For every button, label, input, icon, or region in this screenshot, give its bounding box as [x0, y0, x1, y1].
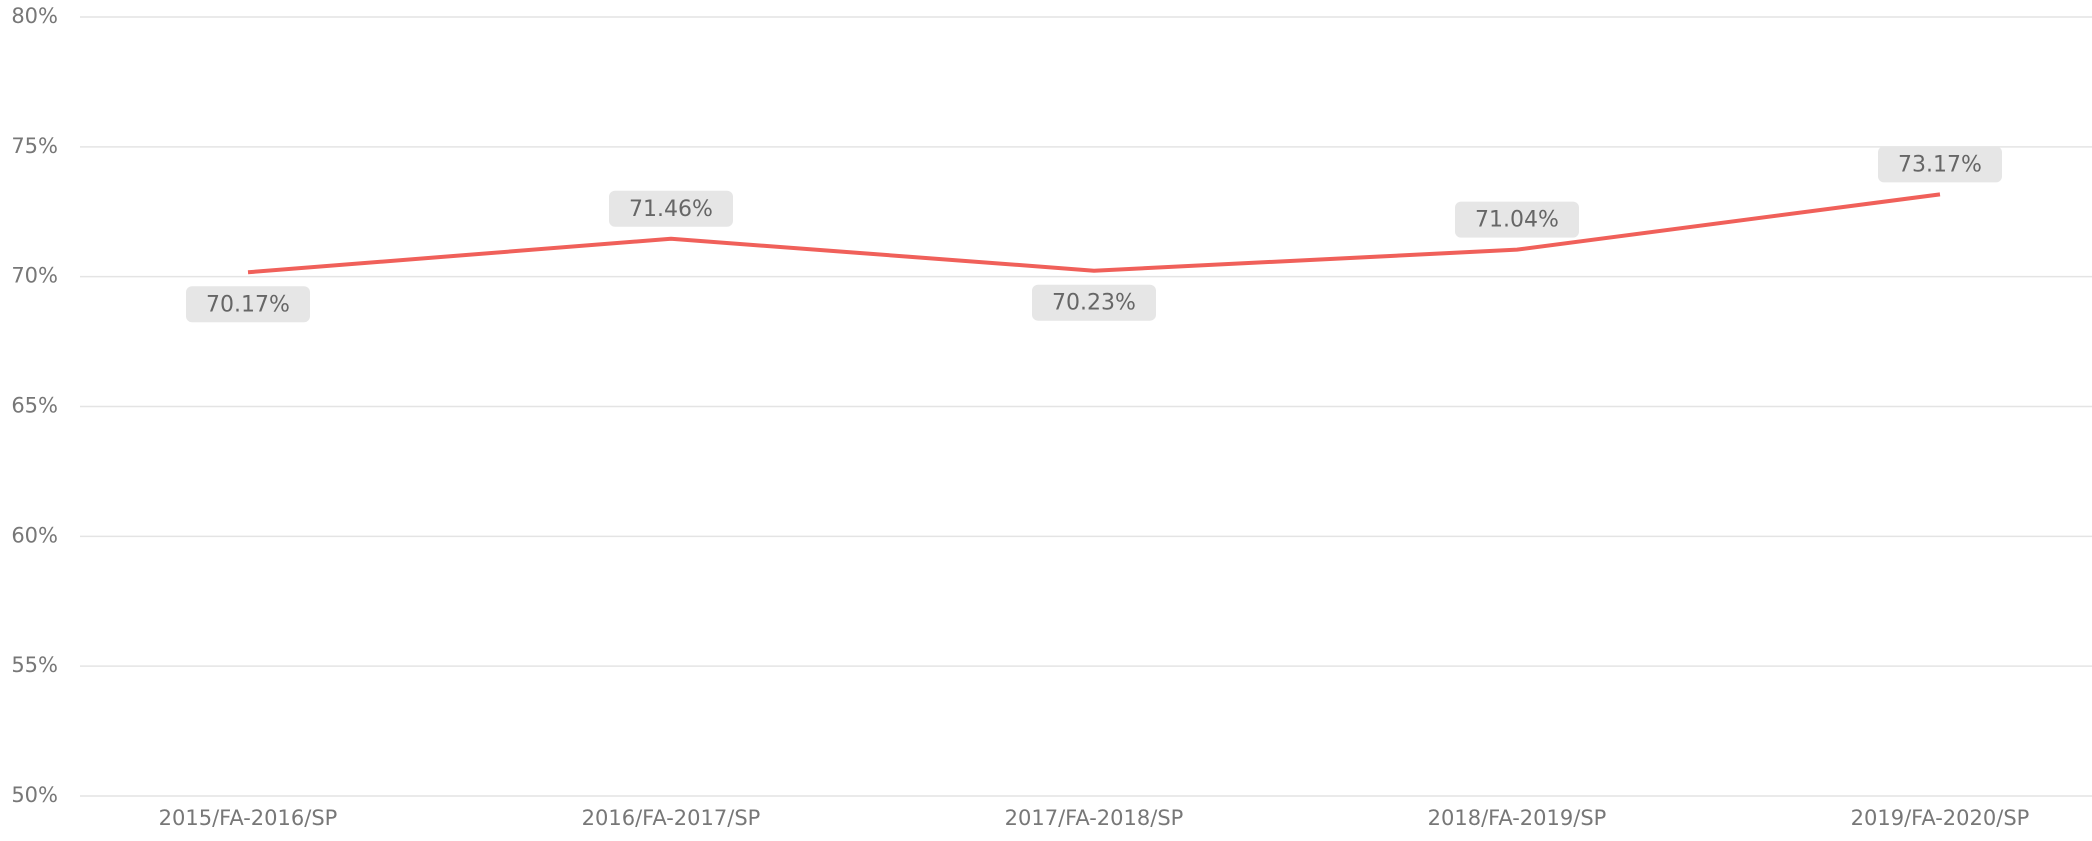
y-tick-label: 50% — [11, 783, 58, 807]
y-tick-label: 60% — [11, 523, 58, 547]
value-label-box — [186, 286, 310, 323]
x-tick-label: 2017/FA-2018/SP — [1005, 806, 1184, 830]
value-label: 71.04% — [1475, 208, 1559, 233]
value-label: 70.17% — [206, 292, 290, 317]
x-tick-label: 2018/FA-2019/SP — [1428, 806, 1607, 830]
x-tick-label: 2015/FA-2016/SP — [159, 806, 338, 830]
value-label-box — [609, 190, 733, 227]
value-label: 73.17% — [1898, 152, 1982, 177]
value-label-box — [1878, 146, 2002, 183]
line — [247, 192, 1941, 275]
value-label: 70.23% — [1052, 291, 1136, 316]
value-label-box — [1455, 201, 1579, 238]
x-tick-label: 2019/FA-2020/SP — [1851, 806, 2030, 830]
y-tick-label: 70% — [11, 264, 58, 288]
y-tick-label: 75% — [11, 134, 58, 158]
y-tick-label: 65% — [11, 394, 58, 418]
value-label-box — [1032, 284, 1156, 321]
y-tick-label: 55% — [11, 653, 58, 677]
x-tick-label: 2016/FA-2017/SP — [582, 806, 761, 830]
value-label: 71.46% — [629, 197, 713, 222]
y-tick-label: 80% — [11, 4, 58, 28]
